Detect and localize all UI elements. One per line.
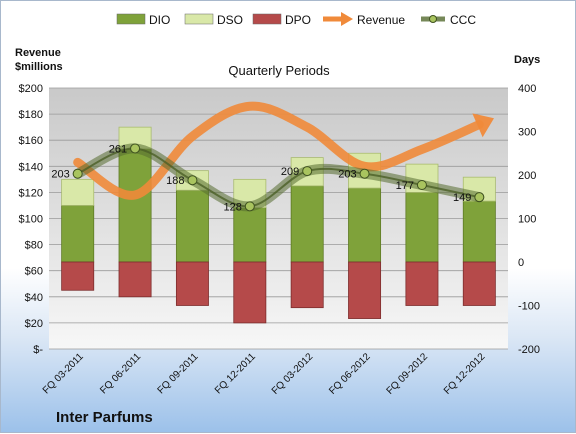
dio-bar	[118, 148, 152, 263]
legend-swatch-dio	[116, 13, 146, 25]
dio-bar	[462, 200, 496, 263]
ccc-point	[359, 168, 370, 179]
revenue-arrowhead	[472, 113, 494, 138]
ccc-point	[244, 201, 255, 212]
legend-swatch-dpo	[252, 13, 282, 25]
x-tick-label: FQ 09-2012	[385, 351, 431, 397]
ccc-point	[72, 168, 83, 179]
ccc-data-label: 177	[396, 180, 414, 192]
ccc-point	[474, 192, 485, 203]
dpo-bar	[233, 261, 267, 324]
y-left-tick-label: $100	[19, 214, 43, 226]
revenue-line	[73, 101, 484, 200]
y-right-axis-title: Days	[514, 54, 540, 66]
dso-bar	[61, 178, 95, 206]
chart-title: Quarterly Periods	[228, 63, 330, 78]
legend-label: DIO	[149, 13, 170, 27]
dio-bar	[61, 205, 95, 263]
y-right-tick-label: 200	[518, 170, 536, 182]
y-left-tick-label: $80	[25, 240, 43, 252]
dpo-bar	[118, 261, 152, 298]
ccc-data-label: 149	[453, 192, 471, 204]
legend-label: Revenue	[357, 13, 405, 27]
y-left-axis-title-line2: $millions	[15, 61, 63, 73]
legend-label: DPO	[285, 13, 311, 27]
y-left-axis-title-line1: Revenue	[15, 47, 61, 59]
legend-label: DSO	[217, 13, 243, 27]
x-tick-label: FQ 03-2012	[270, 351, 316, 397]
dio-bar	[348, 187, 382, 263]
ccc-point	[302, 166, 313, 177]
ccc-data-label: 203	[338, 169, 356, 181]
y-left-tick-label: $120	[19, 187, 43, 199]
y-left-tick-label: $60	[25, 266, 43, 278]
ccc-data-label: 188	[166, 175, 184, 187]
dpo-bar	[405, 261, 439, 306]
ccc-data-label: 261	[109, 143, 127, 155]
dio-bar	[175, 189, 209, 263]
y-left-tick-label: $40	[25, 292, 43, 304]
x-tick-label: FQ 12-2011	[213, 351, 258, 396]
y-right-tick-label: 0	[518, 257, 524, 269]
ccc-point	[416, 180, 427, 191]
company-name: Inter Parfums	[56, 409, 153, 426]
x-tick-label: FQ 12-2012	[442, 351, 488, 397]
legend-swatch-ccc-point	[429, 15, 437, 23]
dpo-bar	[175, 261, 209, 306]
y-right-tick-label: -100	[518, 301, 540, 313]
y-left-tick-label: $-	[33, 344, 43, 356]
dio-bar	[290, 185, 324, 263]
y-right-tick-label: 100	[518, 214, 536, 226]
dio-bar	[233, 207, 267, 263]
x-tick-label: FQ 09-2011	[156, 351, 201, 396]
ccc-data-label: 128	[223, 201, 241, 213]
legend-swatch-dso	[184, 13, 214, 25]
y-right-tick-label: -200	[518, 344, 540, 356]
y-left-tick-label: $140	[19, 161, 43, 173]
dpo-bar	[290, 261, 324, 309]
ccc-data-label: 203	[51, 169, 69, 181]
ccc-data-label: 209	[281, 166, 299, 178]
ccc-point	[130, 143, 141, 154]
x-tick-label: FQ 06-2012	[327, 351, 373, 397]
ccc-point	[187, 175, 198, 186]
dpo-bar	[61, 261, 95, 291]
y-left-tick-label: $180	[19, 109, 43, 121]
dpo-bar	[348, 261, 382, 319]
y-right-tick-label: 300	[518, 127, 536, 139]
y-left-tick-label: $160	[19, 135, 43, 147]
legend-swatch-revenue-arrow	[341, 12, 353, 26]
y-left-tick-label: $20	[25, 318, 43, 330]
dpo-bar	[462, 261, 496, 306]
legend-label: CCC	[450, 13, 476, 27]
y-right-tick-label: 400	[518, 83, 536, 95]
x-tick-label: FQ 03-2011	[41, 351, 86, 396]
y-left-tick-label: $200	[19, 83, 43, 95]
x-tick-label: FQ 06-2011	[98, 351, 143, 396]
dio-bar	[405, 191, 439, 263]
